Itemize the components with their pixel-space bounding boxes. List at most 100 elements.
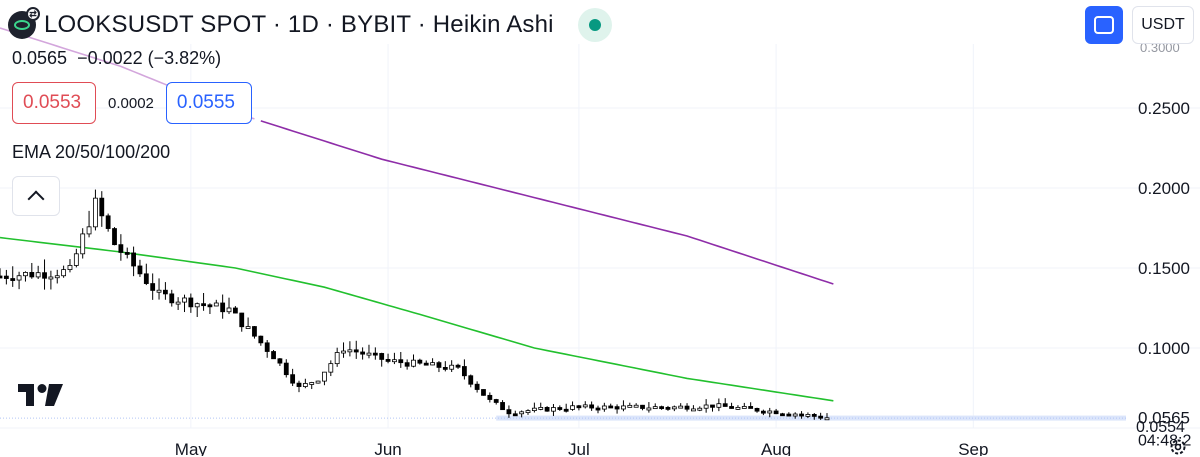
candle-body [531, 407, 537, 411]
candle-body [678, 405, 684, 409]
candle-body [729, 406, 734, 409]
candle-body [232, 307, 238, 314]
candle-body [404, 362, 410, 367]
candle-body [322, 371, 327, 382]
fullscreen-button[interactable] [1085, 6, 1123, 44]
candle-body [48, 276, 54, 280]
candle-body [430, 362, 435, 366]
candle-body [608, 405, 614, 409]
candle-body [805, 414, 811, 417]
candle-body [29, 272, 35, 278]
candle-body [264, 342, 270, 352]
ema-line [260, 120, 834, 285]
sell-button[interactable]: 0.0553 [12, 82, 96, 124]
candle-body [493, 399, 499, 403]
indicator-legend[interactable]: EMA 20/50/100/200 [12, 142, 171, 162]
candle-body [182, 297, 187, 303]
candle-body [760, 410, 766, 414]
price-axis[interactable]: 0.25000.20000.15000.10000.30000.05540.05… [1136, 40, 1191, 450]
time-tick-label: May [175, 440, 208, 456]
candle-body [792, 413, 798, 417]
candle-body [811, 414, 817, 417]
candle-body [684, 405, 690, 410]
candle-body [589, 404, 595, 409]
market-status-button[interactable] [577, 8, 612, 42]
candle-body [372, 352, 378, 356]
candle-body [23, 272, 28, 277]
candle-body [671, 406, 677, 410]
candle-body [194, 303, 200, 308]
candle-body [73, 253, 79, 266]
candle-body [258, 335, 264, 344]
candle-body [245, 326, 251, 329]
candle-body [461, 366, 467, 377]
candle-body [398, 359, 404, 364]
buy-button[interactable]: 0.0555 [165, 82, 252, 124]
candle-body [226, 307, 232, 313]
candle-body [239, 312, 245, 328]
price-tick-label: 0.2000 [1138, 179, 1190, 198]
candle-body [474, 383, 480, 390]
candle-body [417, 359, 423, 364]
gear-icon[interactable] [1168, 437, 1188, 457]
candle-body [773, 410, 779, 415]
candle-body [213, 302, 219, 307]
candle-body [283, 362, 289, 376]
candle-body [538, 407, 544, 410]
candle-body [0, 275, 3, 279]
time-tick-label: Jun [374, 440, 401, 456]
candle-body [563, 408, 569, 412]
candle-body [754, 407, 760, 412]
currency-button[interactable]: USDT [1132, 6, 1194, 44]
candle-body [271, 351, 276, 360]
candle-body [710, 404, 715, 408]
candle-body [442, 367, 448, 370]
candle-body [525, 410, 531, 413]
candle-body [423, 362, 429, 366]
time-axis[interactable]: May Jun Jul Aug Sep [175, 440, 989, 456]
price-tick-label: 0.1000 [1138, 339, 1190, 358]
candle-body [137, 265, 143, 275]
candle-body [169, 293, 175, 304]
quick-trade: 0.0553 0.0002 0.0555 [12, 82, 252, 124]
candle-body [601, 405, 607, 410]
collapse-legend-button[interactable] [12, 176, 60, 216]
candle-body [646, 407, 652, 411]
ohlc-line: 0.0565 −0.0022 (−3.82%) [12, 48, 221, 69]
candle-body [500, 402, 505, 411]
candle-body [640, 404, 645, 409]
tradingview-logo-icon[interactable] [18, 384, 64, 408]
candle-body [341, 350, 346, 354]
candle-body [366, 352, 372, 356]
candle-body [290, 374, 296, 384]
candle-body [786, 413, 792, 417]
candle-body [665, 406, 671, 410]
candle-body [570, 405, 575, 410]
candle-body [487, 394, 493, 400]
candle-body [16, 275, 22, 281]
candle-body [392, 359, 397, 363]
fullscreen-icon [1094, 16, 1114, 34]
candle-body [347, 349, 353, 353]
symbol-title[interactable]: LOOKSUSDT SPOT · 1D · BYBIT · Heikin Ash… [44, 11, 554, 38]
candle-body [10, 278, 16, 281]
candle-body [595, 407, 601, 411]
candle-body [315, 380, 321, 384]
candle-body [54, 275, 60, 279]
candle-body [302, 383, 308, 387]
candle-body [131, 252, 136, 267]
time-tick-label: Aug [761, 440, 791, 456]
candle-body [385, 359, 391, 362]
candle-body [188, 297, 194, 308]
price-tick-label: 0.1500 [1138, 259, 1190, 278]
candle-body [576, 405, 582, 409]
candle-body [220, 302, 226, 313]
candle-body [455, 364, 461, 368]
candle-body [163, 289, 168, 295]
candle-body [150, 283, 156, 291]
candle-body [627, 404, 633, 408]
candle-body [411, 359, 416, 367]
candle-body [468, 375, 474, 385]
candle-body [621, 405, 626, 410]
